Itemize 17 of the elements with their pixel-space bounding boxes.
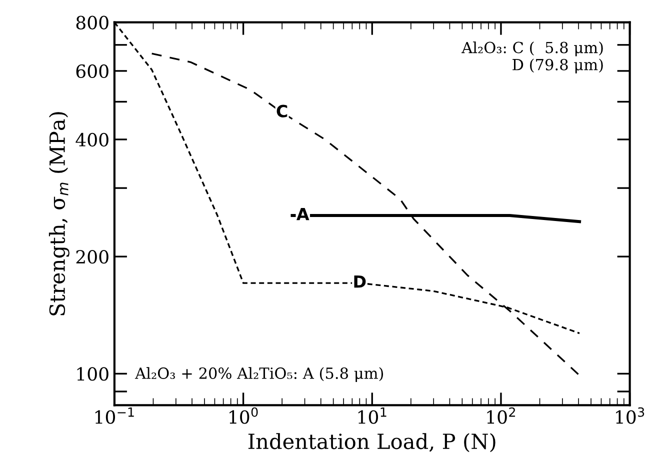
y-tick-label: 200 [76,250,108,264]
y-tick-label: 800 [76,16,108,30]
x-tick-label: 10$^{2}$ [487,407,515,424]
x-tick-label: 10$^{−1}$ [95,408,134,424]
y-tick-label: 600 [76,64,108,78]
annotation: C [276,104,288,118]
annotation: A [296,208,310,220]
y-tick-label: 100 [77,367,108,381]
x-axis-title: Indentation Load, P (N) [248,433,496,452]
x-tick-label: 10$^{3}$ [616,407,644,424]
annotation: D [354,275,366,288]
annotation: Al₂O₃: C ( 5.8 μm) D (79.8 μm) [462,41,603,74]
y-axis-title: Strength, σ$_{m}$ (MPa) [48,112,70,316]
x-tick-label: 10$^{1}$ [358,408,386,424]
x-tick-label: 10$^{0}$ [230,407,258,424]
annotation: Al₂O₃ + 20% Al₂TiO₅: A (5.8 μm) [134,367,384,382]
y-tick-label: 400 [76,132,108,147]
